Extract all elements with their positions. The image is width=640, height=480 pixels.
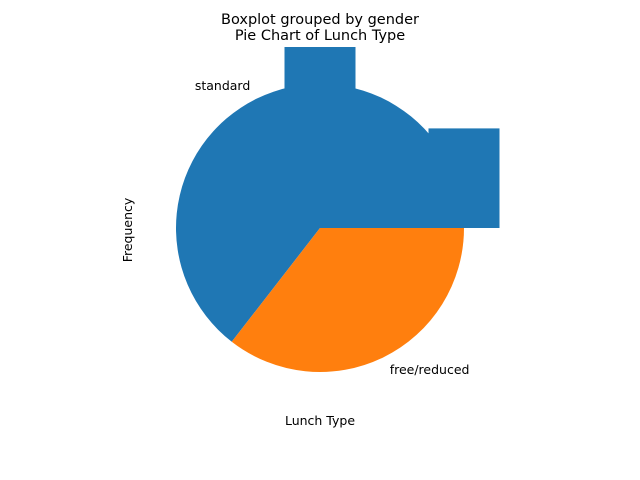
slice-label-standard: standard <box>195 78 250 93</box>
overlay-bar-1 <box>284 47 356 228</box>
x-axis-label: Lunch Type <box>285 413 355 428</box>
y-axis-label: Frequency <box>120 197 135 262</box>
overlay-bars <box>284 47 500 228</box>
slice-label-free-reduced: free/reduced <box>390 362 470 377</box>
pie-slice-free-reduced <box>231 228 464 372</box>
chart-title: Pie Chart of Lunch Type <box>235 28 405 44</box>
chart-suptitle: Boxplot grouped by gender <box>221 12 419 28</box>
overlay-bar-2 <box>428 128 500 228</box>
